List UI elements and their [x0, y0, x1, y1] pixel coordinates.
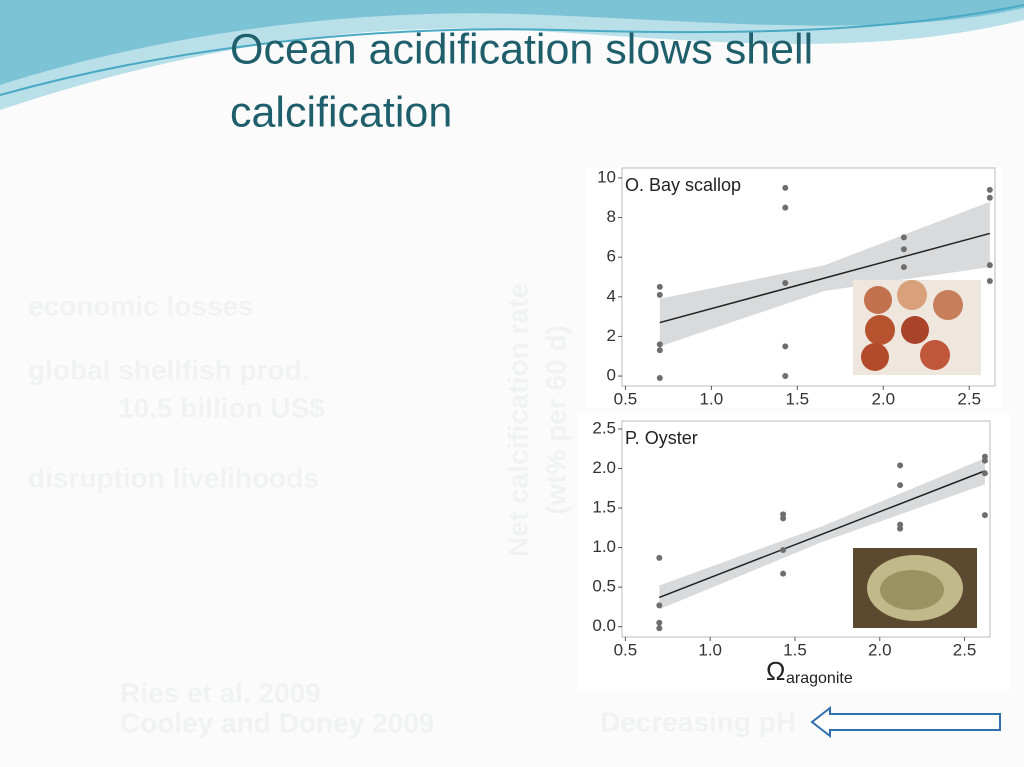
data-point: [897, 462, 904, 469]
scallop-photo: [853, 280, 981, 375]
y-tick-label: 0.0: [592, 616, 616, 635]
data-point: [782, 279, 789, 286]
y-tick-label: 1.5: [592, 498, 616, 517]
data-point: [656, 375, 663, 382]
data-point: [656, 283, 663, 290]
x-tick-label: 1.5: [786, 389, 810, 408]
data-point: [897, 525, 904, 532]
title: Ocean acidification slows shell: [230, 25, 813, 73]
data-point: [900, 264, 907, 271]
y-tick-label: 8: [607, 207, 616, 226]
data-point: [656, 602, 663, 609]
chart: 0.0 0.5 1.0 1.5 2.0 2.5 0.5 1.0 1.5 2.0 2.5 P. Oys…: [592, 418, 991, 687]
bullet: economic losses: [28, 290, 254, 321]
data-point: [986, 277, 993, 284]
y-tick-label: 2.0: [592, 458, 616, 477]
data-point: [782, 343, 789, 350]
data-point: [981, 470, 988, 477]
reference: Cooley and Doney 2009: [120, 707, 434, 738]
x-tick-label: 1.0: [698, 640, 722, 659]
wave: [0, 0, 1024, 85]
y-axis-label: Net calcification rate: [502, 283, 533, 557]
data-point: [981, 512, 988, 519]
data-point: [656, 625, 663, 632]
data-point: [986, 262, 993, 269]
confidence-band: [659, 201, 990, 347]
y-tick-label: 1.0: [592, 537, 616, 556]
data-point: [780, 546, 787, 553]
title-line2: calcification: [230, 88, 452, 136]
bullet: disruption livelihoods: [28, 462, 319, 493]
data-point: [986, 186, 993, 193]
data-point: [656, 341, 663, 348]
x-tick-label: 2.0: [871, 389, 895, 408]
y-axis-units: (wt% per 60 d): [540, 325, 571, 515]
x-axis-label-sub: aragonite: [786, 670, 853, 687]
data-point: [656, 291, 663, 298]
data-point: [897, 482, 904, 489]
data-point: [656, 554, 663, 561]
data-point: [986, 194, 993, 201]
y-tick-label: 10: [597, 167, 616, 186]
data-point: [782, 373, 789, 380]
fit-line: [659, 470, 986, 599]
y-tick-label: 4: [607, 286, 616, 305]
data-point: [981, 457, 988, 464]
x-tick-label: 0.5: [614, 640, 638, 659]
x-tick-label: 1.0: [700, 389, 724, 408]
wave-line: [0, 4, 1024, 96]
plot-frame: [621, 420, 991, 638]
chart: 0 2 4 6 8 10 0.5 1.0 1.5 2.0 2.5 O. Bay scallop: [597, 167, 996, 408]
reference: Ries et al. 2009: [120, 677, 321, 708]
plot-frame: [621, 167, 996, 387]
arrow: [810, 705, 1001, 739]
data-point: [780, 570, 787, 577]
x-tick-label: 2.5: [953, 640, 977, 659]
data-point: [782, 204, 789, 211]
data-point: [656, 619, 663, 626]
fit-line: [659, 232, 991, 324]
data-point: [900, 234, 907, 241]
y-tick-label: 2.5: [592, 418, 616, 437]
oyster-photo: [853, 548, 977, 628]
x-tick-label: 0.5: [614, 389, 638, 408]
data-point: [782, 184, 789, 191]
y-tick-label: 0: [607, 366, 616, 385]
chart-title: O. Bay scallop: [625, 175, 741, 195]
x-axis-label: Ω: [766, 656, 785, 686]
y-tick-label: 0.5: [592, 577, 616, 596]
y-tick-label: 2: [607, 326, 616, 345]
x-tick-label: 2.5: [957, 389, 981, 408]
x-tick-label: 2.0: [868, 640, 892, 659]
chart-title: P. Oyster: [625, 428, 698, 448]
arrow-label: Decreasing pH: [600, 706, 796, 737]
data-point: [780, 515, 787, 522]
bullet: 10.5 billion US$: [118, 392, 325, 423]
data-point: [656, 347, 663, 354]
x-tick-label: 1.5: [783, 640, 807, 659]
data-point: [900, 246, 907, 253]
bullet: global shellfish prod.: [28, 354, 310, 385]
y-tick-label: 6: [607, 247, 616, 266]
